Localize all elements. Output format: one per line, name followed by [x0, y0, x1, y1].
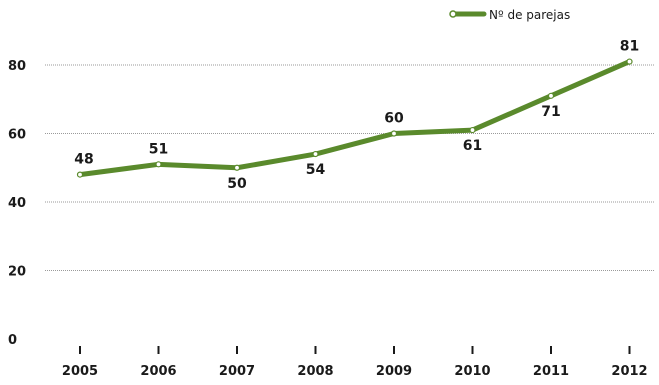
x-tick-label-2012: 2012 [611, 364, 647, 379]
x-tick-label-2011: 2011 [533, 364, 569, 379]
legend-marker [449, 10, 457, 18]
data-point-2011 [547, 92, 555, 99]
y-tick-label-0: 0 [8, 333, 17, 348]
x-tick-label-2006: 2006 [140, 364, 176, 379]
y-tick-label-60: 60 [8, 128, 26, 143]
data-label-2008: 54 [306, 162, 326, 178]
data-labels: 48 51 50 54 60 61 71 81 [74, 39, 639, 192]
data-point-2005 [76, 171, 84, 178]
x-tick-label-2007: 2007 [219, 364, 255, 379]
data-point-2012 [626, 58, 633, 65]
data-point-2008 [312, 150, 319, 158]
series-line [76, 58, 633, 178]
data-label-2010: 61 [463, 138, 482, 154]
y-tick-label-20: 20 [8, 265, 26, 280]
data-label-2011: 71 [541, 104, 560, 120]
data-point-2010 [469, 126, 476, 134]
data-point-2007 [233, 164, 241, 171]
series-line-parejas [77, 59, 632, 178]
data-label-2009: 60 [384, 111, 404, 127]
grid-lines [45, 64, 655, 271]
legend-label: Nº de parejas [489, 8, 570, 22]
data-label-2006: 51 [149, 141, 168, 157]
x-axis: 2005 2006 2007 2008 2009 2010 2011 2012 [62, 346, 648, 379]
x-tick-label-2009: 2009 [376, 364, 412, 379]
data-label-2007: 50 [227, 176, 247, 192]
data-point-2006 [155, 161, 162, 168]
x-tick-label-2005: 2005 [62, 364, 98, 379]
x-tick-label-2010: 2010 [454, 364, 490, 379]
data-label-2005: 48 [74, 152, 93, 168]
x-tick-label-2008: 2008 [297, 364, 333, 379]
y-tick-label-80: 80 [8, 59, 26, 74]
data-label-2012: 81 [620, 39, 639, 55]
y-axis-tick-labels: 0 20 40 60 80 [8, 59, 26, 348]
y-tick-label-40: 40 [8, 196, 26, 211]
legend: Nº de parejas [449, 8, 570, 22]
data-point-2009 [390, 130, 398, 137]
